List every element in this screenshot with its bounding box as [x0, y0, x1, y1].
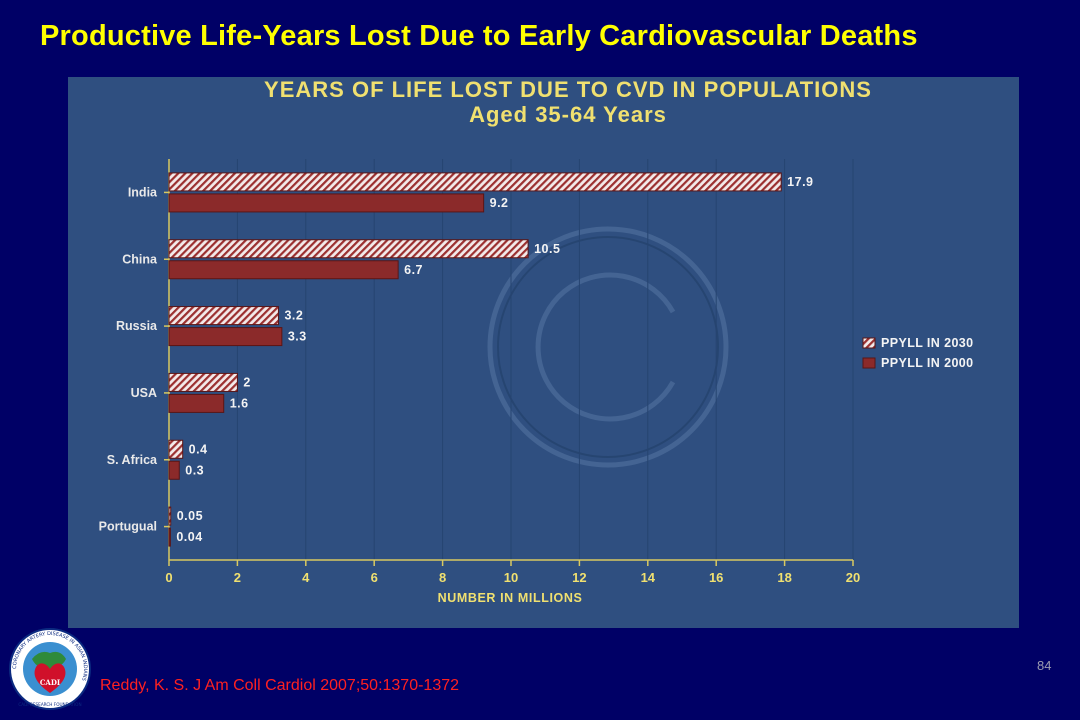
x-tick-label: 6 — [371, 570, 378, 585]
logo-bottom-text: CADI RESEARCH FOUNDATION — [18, 702, 81, 707]
y-tick-label: S. Africa — [107, 453, 158, 467]
bar-2030 — [168, 506, 172, 526]
bar-2030 — [168, 372, 238, 392]
data-label: 9.2 — [490, 196, 509, 210]
data-label: 17.9 — [787, 175, 813, 189]
legend-label: PPYLL IN 2000 — [881, 356, 974, 370]
x-tick-label: 20 — [846, 570, 860, 585]
data-label: 10.5 — [534, 242, 560, 256]
x-tick-label: 4 — [302, 570, 310, 585]
bar-2000 — [168, 393, 225, 413]
data-label: 0.05 — [177, 509, 203, 523]
y-tick-label: Portugual — [99, 520, 157, 534]
bar-chart: YEARS OF LIFE LOST DUE TO CVD IN POPULAT… — [99, 77, 974, 605]
page-number: 84 — [1037, 658, 1052, 673]
bar-2000 — [168, 327, 283, 347]
y-tick-label: Russia — [116, 319, 158, 333]
chart-title: YEARS OF LIFE LOST DUE TO CVD IN POPULAT… — [264, 77, 872, 102]
y-tick-label: USA — [131, 386, 157, 400]
x-tick-label: 8 — [439, 570, 446, 585]
chart-subtitle: Aged 35-64 Years — [469, 102, 667, 127]
bar-2030 — [168, 172, 782, 192]
chart-panel: YEARS OF LIFE LOST DUE TO CVD IN POPULAT… — [68, 77, 1019, 628]
x-tick-label: 14 — [641, 570, 656, 585]
x-tick-label: 2 — [234, 570, 241, 585]
bar-2000 — [168, 527, 171, 547]
x-tick-label: 0 — [165, 570, 172, 585]
data-label: 1.6 — [230, 396, 249, 410]
citation: Reddy, K. S. J Am Coll Cardiol 2007;50:1… — [100, 677, 460, 694]
x-tick-label: 16 — [709, 570, 723, 585]
data-label: 3.3 — [288, 330, 307, 344]
bar-2030 — [168, 439, 184, 459]
data-label: 2 — [243, 375, 250, 389]
bar-2030 — [168, 239, 529, 259]
y-tick-label: China — [122, 252, 158, 266]
data-label: 0.04 — [176, 530, 202, 544]
slide-title: Productive Life-Years Lost Due to Early … — [40, 20, 918, 52]
legend-swatch — [862, 357, 876, 369]
data-label: 0.3 — [185, 463, 204, 477]
data-label: 6.7 — [404, 263, 423, 277]
y-tick-label: India — [128, 185, 158, 199]
bar-2000 — [168, 193, 485, 213]
data-label: 3.2 — [284, 309, 303, 323]
cadi-logo: CORONARY ARTERY DISEASE IN ASIAN INDIANS… — [8, 627, 92, 716]
bar-2000 — [168, 460, 180, 480]
copyright-watermark-icon — [487, 226, 729, 468]
x-tick-label: 18 — [777, 570, 791, 585]
legend-label: PPYLL IN 2030 — [881, 336, 974, 350]
x-axis-label: NUMBER IN MILLIONS — [438, 591, 583, 605]
data-label: 0.4 — [189, 442, 208, 456]
logo-center-text: CADI — [40, 678, 60, 687]
x-tick-label: 10 — [504, 570, 518, 585]
bar-2000 — [168, 260, 399, 280]
x-tick-label: 12 — [572, 570, 586, 585]
legend-swatch — [862, 337, 876, 349]
bar-2030 — [168, 306, 279, 326]
